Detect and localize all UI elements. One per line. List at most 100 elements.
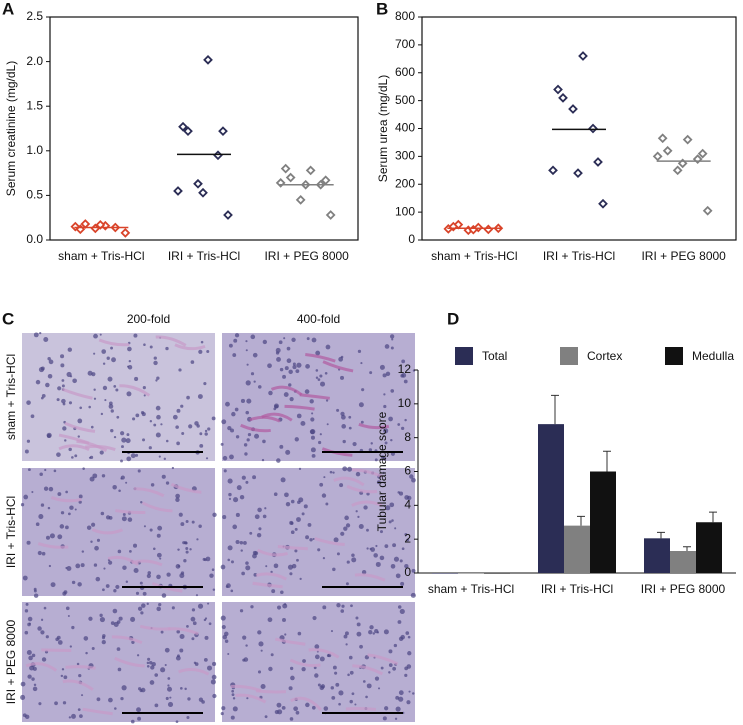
y-tick-label: 2.0 xyxy=(26,54,43,68)
nucleus xyxy=(69,505,74,510)
nucleus xyxy=(276,702,282,708)
tubule xyxy=(141,501,173,513)
nucleus xyxy=(384,441,388,445)
nucleus xyxy=(245,561,249,565)
nucleus xyxy=(234,407,239,412)
nucleus xyxy=(227,652,230,656)
nucleus xyxy=(404,563,409,569)
x-tick-label: sham + Tris-HCl xyxy=(431,249,517,263)
nucleus xyxy=(295,710,300,715)
nucleus xyxy=(398,690,404,696)
y-tick-label: 0 xyxy=(404,565,411,579)
nucleus xyxy=(383,393,386,396)
data-point xyxy=(598,198,608,209)
y-tick-label: 700 xyxy=(395,37,415,51)
nucleus xyxy=(205,457,209,460)
nucleus xyxy=(296,517,301,522)
nucleus xyxy=(358,402,364,408)
nucleus xyxy=(312,615,317,621)
nucleus xyxy=(340,355,344,359)
nucleus xyxy=(245,565,251,571)
nucleus xyxy=(167,701,174,708)
tubule xyxy=(308,648,340,659)
y-tick-label: 8 xyxy=(404,430,411,444)
nucleus xyxy=(405,631,410,635)
nucleus xyxy=(110,428,114,433)
nucleus xyxy=(225,401,230,407)
nucleus xyxy=(228,497,232,501)
nucleus xyxy=(158,602,162,607)
nucleus xyxy=(340,375,345,380)
nucleus xyxy=(160,667,166,673)
nucleus xyxy=(342,466,348,472)
nucleus xyxy=(232,524,238,530)
nucleus xyxy=(404,673,408,678)
nucleus xyxy=(191,520,195,524)
nucleus xyxy=(406,538,410,542)
nucleus xyxy=(380,666,384,670)
nucleus xyxy=(388,520,392,524)
nucleus xyxy=(153,356,157,360)
nucleus xyxy=(284,492,289,498)
nucleus xyxy=(262,339,268,345)
nucleus xyxy=(250,334,256,340)
nucleus xyxy=(185,519,189,523)
nucleus xyxy=(61,379,65,382)
nucleus xyxy=(287,564,294,570)
data-point xyxy=(285,172,296,183)
nucleus xyxy=(315,376,319,379)
nucleus xyxy=(372,632,376,635)
nucleus xyxy=(368,630,373,635)
nucleus xyxy=(56,398,60,402)
nucleus xyxy=(33,589,37,593)
tubule xyxy=(255,572,287,581)
nucleus xyxy=(224,639,229,643)
nucleus xyxy=(262,514,267,519)
nucleus xyxy=(406,700,411,705)
nucleus xyxy=(141,603,146,608)
x-tick-label: IRI + Tris-HCl xyxy=(541,582,613,596)
nucleus xyxy=(212,693,217,699)
nucleus xyxy=(280,477,286,483)
nucleus xyxy=(175,493,180,499)
nucleus xyxy=(160,423,163,426)
y-tick-label: 2 xyxy=(404,531,411,545)
nucleus xyxy=(33,593,39,598)
nucleus xyxy=(314,654,320,660)
nucleus xyxy=(67,614,70,618)
nucleus xyxy=(334,671,338,675)
nucleus xyxy=(146,661,150,665)
tubule xyxy=(358,422,390,430)
nucleus xyxy=(25,602,29,606)
nucleus xyxy=(390,346,394,350)
nucleus xyxy=(127,364,133,370)
nucleus xyxy=(62,701,67,705)
nucleus xyxy=(186,395,190,400)
nucleus xyxy=(165,696,169,701)
nucleus xyxy=(323,476,326,479)
nucleus xyxy=(113,589,117,593)
plot-frame xyxy=(49,16,359,241)
nucleus xyxy=(80,563,85,568)
nucleus xyxy=(330,630,333,633)
tubule xyxy=(277,544,308,551)
tubule xyxy=(50,496,82,503)
y-tick-label: 0.5 xyxy=(26,188,43,202)
nucleus xyxy=(222,455,228,461)
nucleus xyxy=(37,626,42,631)
nucleus xyxy=(149,661,153,665)
nucleus xyxy=(181,431,185,435)
nucleus xyxy=(130,453,136,459)
nucleus xyxy=(46,434,51,438)
nucleus xyxy=(89,476,95,482)
nucleus xyxy=(204,635,209,640)
nucleus xyxy=(177,548,180,551)
nucleus xyxy=(231,689,235,693)
nucleus xyxy=(268,666,273,672)
nucleus xyxy=(284,633,287,636)
y-tick-label: 1.5 xyxy=(26,98,43,112)
nucleus xyxy=(57,640,63,645)
nucleus xyxy=(311,412,314,415)
nucleus xyxy=(137,716,142,721)
nucleus xyxy=(361,570,367,575)
